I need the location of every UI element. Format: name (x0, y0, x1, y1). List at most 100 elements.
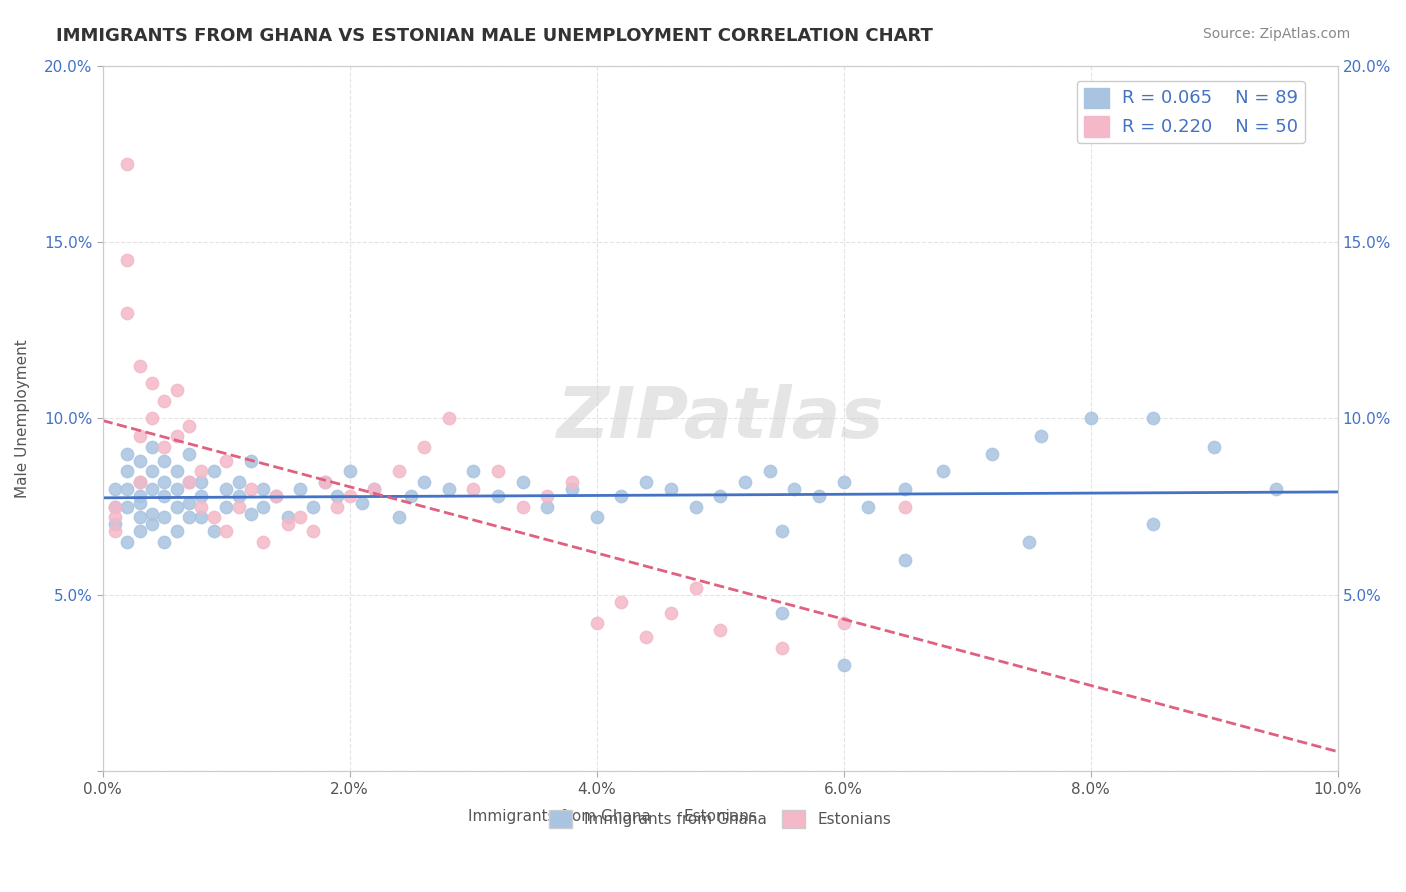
Point (709, 624, 731, 638)
Point (141, 376, 163, 391)
Point (1142, 411, 1164, 425)
Point (709, 489, 731, 503)
Point (339, 489, 361, 503)
Point (104, 482, 127, 496)
Point (783, 482, 806, 496)
Point (463, 482, 485, 496)
Point (179, 510, 201, 524)
Point (685, 581, 707, 595)
Point (290, 482, 312, 496)
Point (486, 489, 509, 503)
Point (179, 475, 201, 489)
Point (388, 510, 411, 524)
Point (463, 464, 485, 478)
Point (758, 464, 780, 478)
Point (104, 517, 127, 532)
Point (215, 454, 238, 468)
Point (166, 429, 188, 443)
Point (561, 482, 583, 496)
Point (190, 500, 212, 514)
Point (104, 524, 127, 539)
Text: Estonians: Estonians (683, 809, 758, 823)
Point (252, 482, 274, 496)
Point (277, 510, 299, 524)
Point (1142, 517, 1164, 532)
Point (128, 475, 150, 489)
Point (585, 510, 607, 524)
Point (326, 500, 349, 514)
Point (659, 606, 682, 620)
Point (770, 524, 793, 539)
Legend: Immigrants from Ghana, Estonians: Immigrants from Ghana, Estonians (543, 804, 897, 834)
Point (1204, 440, 1226, 454)
Point (894, 552, 917, 566)
Point (190, 489, 212, 503)
Point (252, 535, 274, 549)
Point (166, 500, 188, 514)
Point (179, 418, 201, 433)
Point (512, 475, 534, 489)
Point (141, 440, 163, 454)
Point (153, 475, 176, 489)
Point (931, 464, 953, 478)
Point (104, 510, 127, 524)
Point (166, 464, 188, 478)
Point (832, 616, 855, 631)
Point (770, 640, 793, 655)
Point (277, 517, 299, 532)
Point (437, 411, 460, 425)
Point (301, 524, 323, 539)
Point (128, 429, 150, 443)
Point (153, 393, 176, 408)
Point (141, 482, 163, 496)
Point (808, 489, 831, 503)
Point (610, 489, 633, 503)
Point (239, 507, 262, 521)
Point (858, 500, 880, 514)
Point (153, 454, 176, 468)
Point (659, 482, 682, 496)
Point (117, 252, 139, 267)
Text: Immigrants from Ghana: Immigrants from Ghana (468, 809, 651, 823)
Point (239, 482, 262, 496)
Point (352, 496, 374, 510)
Point (141, 507, 163, 521)
Point (179, 447, 201, 461)
Point (128, 524, 150, 539)
Y-axis label: Male Unemployment: Male Unemployment (15, 339, 30, 498)
Point (190, 475, 212, 489)
Point (128, 496, 150, 510)
Point (153, 535, 176, 549)
Point (264, 489, 287, 503)
Point (117, 535, 139, 549)
Point (128, 510, 150, 524)
Point (636, 630, 658, 644)
Point (117, 464, 139, 478)
Point (215, 500, 238, 514)
Text: ZIPatlas: ZIPatlas (557, 384, 884, 453)
Point (153, 510, 176, 524)
Point (179, 496, 201, 510)
Point (166, 482, 188, 496)
Point (215, 524, 238, 539)
Point (128, 475, 150, 489)
Point (585, 616, 607, 631)
Point (734, 475, 756, 489)
Point (117, 305, 139, 319)
Point (166, 524, 188, 539)
Point (685, 500, 707, 514)
Point (339, 464, 361, 478)
Point (202, 464, 225, 478)
Point (770, 606, 793, 620)
Point (128, 454, 150, 468)
Point (536, 489, 558, 503)
Point (512, 500, 534, 514)
Point (412, 475, 434, 489)
Point (128, 359, 150, 373)
Point (202, 524, 225, 539)
Point (179, 475, 201, 489)
Point (401, 489, 423, 503)
Point (290, 510, 312, 524)
Point (314, 475, 336, 489)
Point (141, 464, 163, 478)
